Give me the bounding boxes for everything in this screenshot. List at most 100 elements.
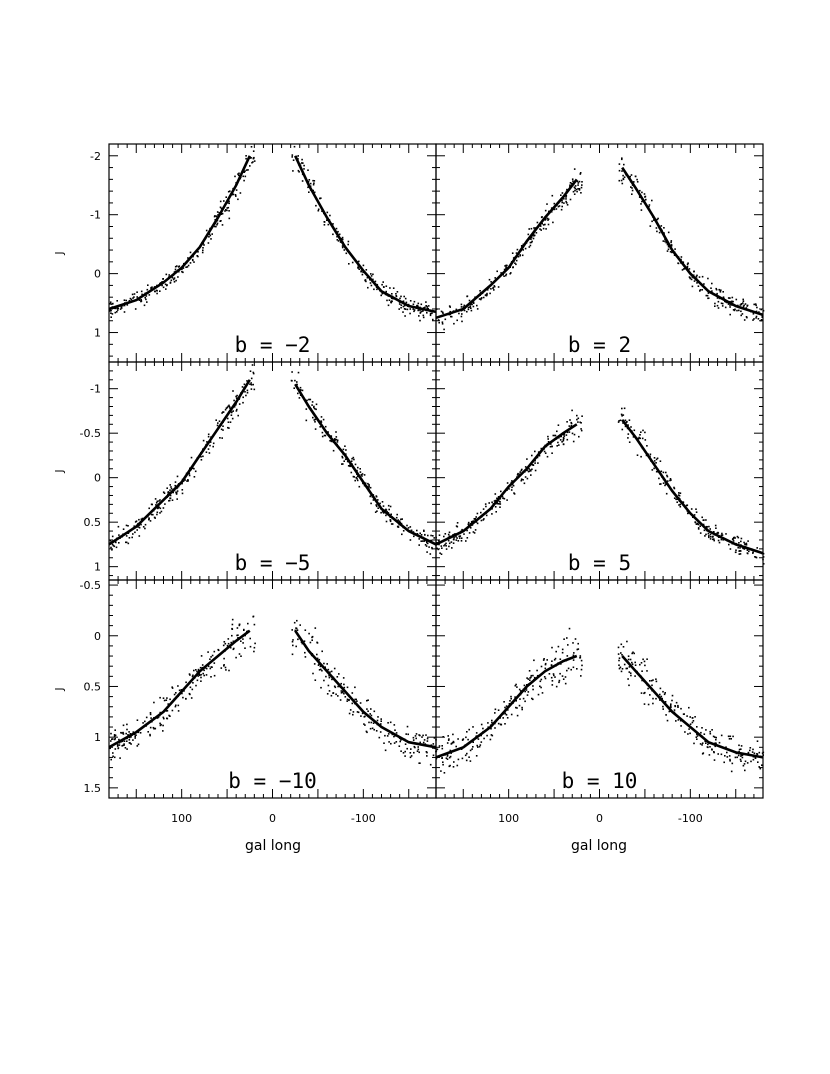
scatter-point (461, 320, 463, 323)
scatter-point (566, 669, 568, 672)
scatter-point (425, 751, 428, 753)
scatter-point (484, 503, 487, 505)
scatter-point (111, 738, 113, 740)
scatter-point (396, 291, 399, 293)
scatter-point (235, 656, 237, 659)
scatter-point (375, 495, 378, 498)
scatter-point (212, 442, 215, 445)
scatter-point (679, 505, 682, 508)
scatter-point (402, 311, 404, 313)
scatter-point (743, 541, 745, 544)
scatter-point (521, 254, 524, 257)
scatter-point (528, 670, 531, 672)
scatter-point (403, 308, 406, 310)
scatter-point (249, 165, 251, 167)
scatter-point (426, 305, 428, 308)
scatter-point (387, 304, 390, 307)
scatter-point (648, 205, 650, 208)
scatter-point (316, 657, 319, 660)
scatter-point (237, 637, 239, 639)
model-curve-negative-l (621, 166, 764, 317)
scatter-point (639, 663, 641, 666)
scatter-point (351, 261, 354, 264)
scatter-point (409, 308, 412, 310)
scatter-point (191, 675, 194, 678)
scatter-point (618, 659, 620, 662)
scatter-point (547, 435, 549, 438)
scatter-point (162, 730, 164, 732)
scatter-point (655, 697, 657, 700)
scatter-point (630, 426, 632, 428)
scatter-point (159, 507, 162, 510)
scatter-point (695, 508, 697, 510)
scatter-point (404, 308, 407, 310)
scatter-point (190, 697, 193, 699)
x-tick-label: 100 (498, 812, 519, 825)
scatter-point (131, 293, 134, 296)
scatter-point (755, 556, 758, 559)
scatter-point (443, 328, 445, 331)
scatter-point (742, 305, 745, 308)
scatter-point (181, 268, 183, 271)
scatter-point (132, 297, 134, 299)
scatter-point (231, 628, 234, 630)
scatter-point (149, 520, 152, 522)
scatter-point (552, 221, 554, 224)
scatter-point (622, 414, 625, 416)
scatter-point (641, 191, 643, 194)
scatter-point (627, 655, 630, 657)
scatter-point (576, 190, 578, 193)
scatter-point (360, 270, 362, 272)
scatter-point (480, 511, 482, 514)
scatter-point (553, 659, 556, 661)
scatter-point (369, 727, 372, 730)
scatter-point (568, 425, 571, 427)
scatter-point (659, 687, 662, 690)
scatter-point (221, 212, 224, 215)
scatter-point (237, 173, 239, 175)
scatter-point (176, 265, 178, 267)
scatter-point (133, 293, 136, 295)
scatter-point (332, 692, 335, 694)
scatter-point (229, 421, 232, 423)
scatter-point (495, 511, 497, 513)
scatter-point (189, 686, 192, 689)
scatter-point (737, 754, 740, 757)
scatter-point (551, 445, 553, 448)
scatter-point (246, 380, 248, 382)
scatter-point (200, 673, 202, 676)
scatter-point (187, 480, 189, 482)
scatter-point (186, 480, 188, 482)
scatter-point (497, 709, 500, 711)
scatter-point (225, 196, 227, 198)
scatter-point (682, 501, 685, 504)
scatter-point (111, 303, 114, 305)
scatter-point (356, 475, 359, 478)
scatter-point (718, 541, 721, 544)
scatter-point (227, 426, 229, 429)
scatter-point (756, 753, 758, 755)
scatter-point (547, 438, 549, 440)
scatter-point (506, 717, 509, 719)
scatter-point (441, 311, 444, 313)
scatter-point (357, 266, 359, 269)
scatter-point (525, 689, 528, 691)
scatter-point (558, 679, 561, 682)
scatter-point (580, 659, 583, 662)
scatter-point (127, 525, 129, 527)
scatter-point (234, 175, 236, 178)
scatter-point (380, 294, 382, 297)
scatter-point (761, 315, 764, 318)
scatter-point (153, 516, 156, 519)
scatter-point (400, 304, 403, 306)
scatter-point (552, 434, 555, 437)
scatter-point (627, 437, 629, 439)
x-tick-label: 0 (596, 812, 603, 825)
scatter-point (328, 676, 331, 679)
scatter-point (144, 523, 147, 526)
scatter-point (382, 505, 385, 507)
scatter-point (356, 477, 358, 480)
scatter-point (136, 296, 138, 298)
scatter-point (695, 523, 698, 525)
